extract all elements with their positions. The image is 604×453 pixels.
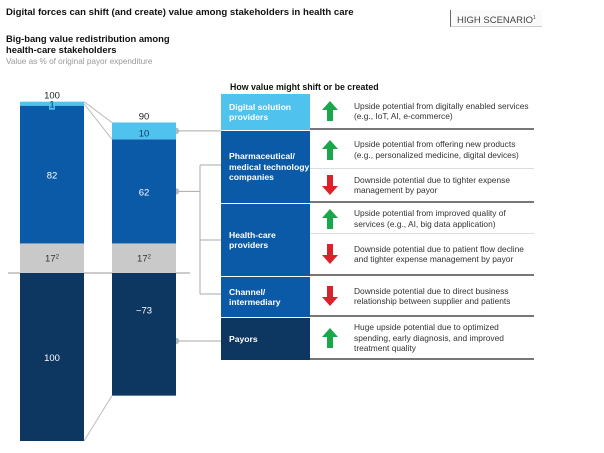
value-shift-item: Huge upside potential due to optimized s… — [310, 318, 534, 360]
table-header: How value might shift or be created — [230, 82, 379, 92]
value-shift-description: Downside potential due to patient flow d… — [354, 243, 524, 265]
bar-segment-digital-tab — [49, 101, 55, 110]
payors-value-label: 100 — [44, 353, 60, 364]
page-title: Digital forces can shift (and create) va… — [6, 7, 354, 18]
table-row: Channel/ intermediary Downside potential … — [221, 277, 534, 317]
providers-value-label: 62 — [139, 187, 150, 198]
green-up-arrow-icon — [310, 94, 350, 128]
bar-segment-other — [112, 243, 176, 272]
chart-units: Value as % of original payor expenditure — [6, 57, 153, 66]
guide-line-top-inner — [83, 103, 113, 140]
chart-subtitle: Big-bang value redistribution among heal… — [6, 33, 170, 55]
value-shift-description: Downside potential due to tighter expens… — [354, 174, 510, 196]
bar-segment-providers — [20, 105, 84, 244]
other-value-label-sup: 2 — [148, 255, 152, 261]
total-label: 90 — [139, 111, 150, 122]
value-shift-item: Downside potential due to patient flow d… — [310, 234, 534, 276]
other-value-label: 172 — [137, 254, 152, 265]
red-down-arrow-icon — [310, 277, 350, 315]
table-row: Health-care providers Upside potential fr… — [221, 204, 534, 276]
guide-line-bottom — [83, 395, 113, 442]
scenario-badge: HIGH SCENARIO1 — [450, 10, 542, 27]
value-shift-description: Upside potential from improved quality o… — [354, 208, 506, 229]
value-shift-item: Downside potential due to tighter expens… — [310, 169, 534, 203]
payors-value-label: ~73 — [136, 305, 152, 316]
red-down-arrow-icon — [310, 234, 350, 274]
bar-segment-payors — [20, 273, 84, 441]
stakeholder-label: Pharmaceutical/ medical technology compa… — [221, 131, 310, 203]
stakeholder-label: Health-care providers — [221, 204, 310, 276]
bar-segment-other — [20, 243, 84, 272]
bar-segment-providers — [112, 139, 176, 244]
value-shift-item: Downside potential due to direct busines… — [310, 277, 534, 317]
stakeholder-label: Payors — [221, 318, 310, 360]
digital-value-label: 1 — [49, 100, 54, 111]
red-down-arrow-icon — [310, 169, 350, 201]
other-value-label: 172 — [45, 254, 60, 265]
table-row: Digital solution providers Upside potenti… — [221, 94, 534, 130]
chart-subtitle-line1: Big-bang value redistribution among — [6, 33, 170, 44]
stakeholder-label: Channel/ intermediary — [221, 277, 310, 317]
scenario-label: HIGH SCENARIO — [457, 15, 534, 27]
providers-value-label: 82 — [47, 171, 58, 182]
value-shift-item: Upside potential from improved quality o… — [310, 204, 534, 234]
green-up-arrow-icon — [310, 131, 350, 168]
stakeholder-label: Digital solution providers — [221, 94, 310, 130]
green-up-arrow-icon — [310, 204, 350, 233]
value-shift-item: Upside potential from digitally enabled … — [310, 94, 534, 130]
chart-subtitle-line2: health-care stakeholders — [6, 44, 117, 55]
table-row: Payors Huge upside potential due to optim… — [221, 318, 534, 360]
value-shift-description: Upside potential from digitally enabled … — [354, 100, 529, 122]
green-up-arrow-icon — [310, 318, 350, 358]
bar-segment-digital — [112, 122, 176, 140]
value-shift-description: Downside potential due to direct busines… — [354, 285, 511, 307]
bar-segment-payors — [112, 273, 176, 396]
guide-line-top — [83, 101, 113, 123]
digital-value-label: 10 — [139, 128, 150, 139]
value-shift-item: Upside potential from offering new produ… — [310, 131, 534, 169]
table-row: Pharmaceutical/ medical technology compa… — [221, 131, 534, 203]
scenario-footnote: 1 — [533, 15, 536, 21]
value-shift-description: Huge upside potential due to optimized s… — [354, 322, 504, 354]
total-label: 100 — [44, 91, 60, 102]
value-shift-description: Upside potential from offering new produ… — [354, 139, 519, 160]
other-value-label-sup: 2 — [56, 255, 60, 261]
